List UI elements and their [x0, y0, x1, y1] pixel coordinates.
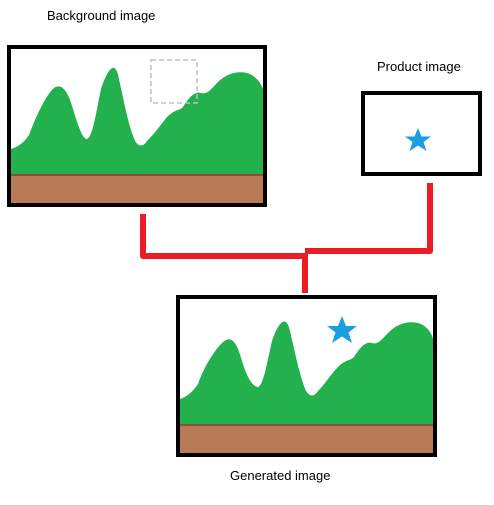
green-hills: [180, 321, 433, 424]
generated-scene: [180, 316, 433, 453]
star-icon: [405, 128, 431, 151]
product-scene: [405, 128, 431, 151]
background-scene: [11, 59, 263, 203]
generated-image-panel: [176, 295, 437, 457]
green-hills: [11, 67, 263, 174]
background-connector: [140, 214, 305, 259]
product-image-label: Product image: [377, 59, 461, 74]
ground-strip: [180, 424, 433, 453]
star-icon: [327, 316, 357, 343]
product-connector: [305, 183, 433, 254]
background-image-panel: [7, 45, 267, 207]
background-image-label: Background image: [47, 8, 156, 23]
placement-placeholder: [150, 59, 198, 104]
generated-image-label: Generated image: [230, 468, 331, 483]
ground-strip: [11, 174, 263, 203]
product-image-panel: [361, 91, 482, 176]
